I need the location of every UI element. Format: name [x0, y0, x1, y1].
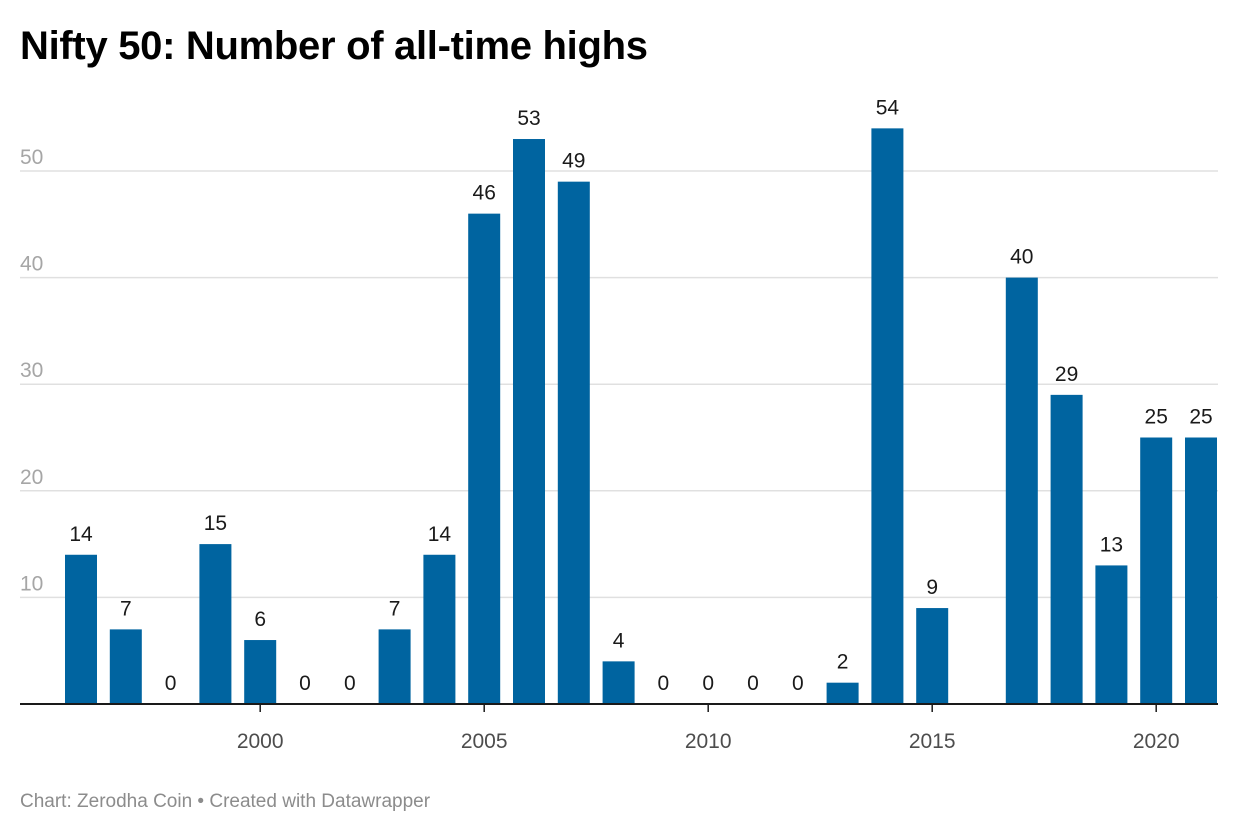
value-label-1998: 0	[165, 672, 177, 695]
value-label-1996: 14	[69, 523, 93, 546]
bar-2005	[468, 213, 501, 704]
bars	[65, 128, 1217, 705]
value-label-2001: 0	[299, 672, 311, 695]
bar-1999	[199, 544, 232, 704]
bar-2020	[1140, 437, 1173, 704]
value-label-2000: 6	[254, 608, 266, 631]
bar-2019	[1095, 565, 1128, 704]
value-label-2018: 29	[1055, 363, 1078, 386]
bar-2021	[1185, 437, 1217, 704]
chart-source-credit: Chart: Zerodha Coin • Created with Dataw…	[20, 791, 431, 812]
value-label-2005: 46	[473, 182, 496, 205]
y-tick-label-30: 30	[20, 359, 43, 382]
bar-2004	[423, 554, 456, 704]
value-label-2011: 0	[747, 672, 759, 695]
value-label-2020: 25	[1145, 406, 1168, 429]
value-label-2004: 14	[428, 523, 452, 546]
x-tick-label-2015: 2015	[909, 730, 956, 753]
value-label-2017: 40	[1010, 246, 1033, 269]
y-tick-label-20: 20	[20, 466, 43, 489]
value-label-2007: 49	[562, 150, 585, 173]
bar-2018	[1050, 394, 1083, 704]
value-label-2008: 4	[613, 629, 625, 652]
x-tick-label-2000: 2000	[237, 730, 284, 753]
bar-2008	[602, 661, 635, 704]
value-label-2015: 9	[926, 576, 938, 599]
bar-2003	[378, 629, 411, 704]
bar-2017	[1005, 277, 1038, 704]
bar-2013	[826, 682, 859, 704]
value-label-2021: 25	[1189, 406, 1212, 429]
bar-1997	[109, 629, 142, 704]
bar-2006	[513, 139, 545, 704]
value-label-2019: 13	[1100, 533, 1123, 556]
x-axis-ticks: 2000 2005 2010 2015 2020	[237, 704, 1180, 753]
value-label-2002: 0	[344, 672, 356, 695]
bar-1996	[65, 554, 97, 704]
bar-2007	[557, 181, 590, 704]
value-label-2010: 0	[702, 672, 714, 695]
x-tick-label-2010: 2010	[685, 730, 732, 753]
value-label-2003: 7	[389, 597, 401, 620]
bar-2000	[244, 640, 277, 704]
value-label-2013: 2	[837, 651, 849, 674]
value-label-2006: 53	[517, 107, 540, 130]
value-label-2012: 0	[792, 672, 804, 695]
x-tick-label-2020: 2020	[1133, 730, 1180, 753]
y-axis-tick-labels: 10 20 30 40 50	[20, 146, 43, 595]
y-tick-label-10: 10	[20, 572, 43, 595]
value-label-2009: 0	[658, 672, 670, 695]
gridlines	[20, 170, 1218, 599]
chart-title: Nifty 50: Number of all-time highs	[20, 24, 648, 68]
y-tick-label-40: 40	[20, 253, 43, 276]
bar-2014	[871, 128, 904, 705]
value-label-1999: 15	[204, 512, 227, 535]
x-tick-label-2005: 2005	[461, 730, 508, 753]
value-label-1997: 7	[120, 597, 132, 620]
value-label-2014: 54	[876, 96, 900, 119]
bar-2015	[916, 608, 949, 704]
y-tick-label-50: 50	[20, 146, 43, 169]
